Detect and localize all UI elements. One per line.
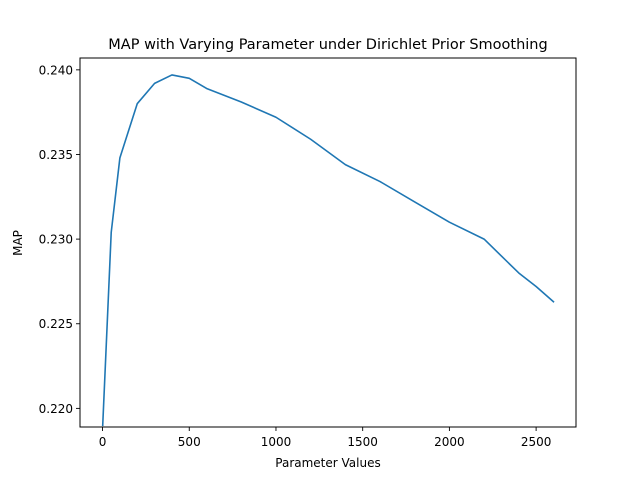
chart-title: MAP with Varying Parameter under Dirichl… [108, 37, 547, 53]
y-tick-label: 0.230 [39, 233, 73, 247]
x-tick-label: 500 [178, 435, 201, 449]
x-axis-label: Parameter Values [275, 456, 380, 470]
y-tick-label: 0.240 [39, 63, 73, 77]
y-tick-label: 0.225 [39, 317, 73, 331]
y-tick-label: 0.220 [39, 402, 73, 416]
x-tick-label: 1000 [261, 435, 292, 449]
x-tick-label: 1500 [347, 435, 378, 449]
axes-frame [79, 57, 577, 428]
plot-area: 0 500 1000 1500 2000 2500 0.220 0.225 0.230 0.235… [39, 57, 577, 449]
x-tick-label: 0 [99, 435, 107, 449]
x-tick-label: 2500 [521, 435, 552, 449]
y-tick-label: 0.235 [39, 148, 73, 162]
series-line-0 [101, 74, 555, 427]
y-axis-label: MAP [11, 230, 25, 256]
x-tick-label: 2000 [434, 435, 465, 449]
